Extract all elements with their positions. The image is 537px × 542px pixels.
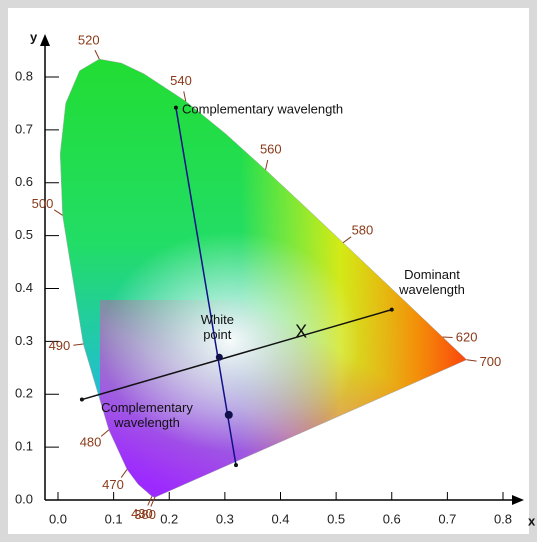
wavelength-label: 490 xyxy=(49,338,71,353)
wavelength-label: 520 xyxy=(78,33,100,48)
wavelength-label: 470 xyxy=(102,477,124,492)
x-tick-label: 0.6 xyxy=(383,511,401,526)
wavelength-label: 560 xyxy=(260,142,282,157)
y-arrow xyxy=(40,34,50,46)
dominant-line xyxy=(81,308,392,401)
wavelength-tick xyxy=(94,49,100,60)
dominant-label: Dominant wavelength xyxy=(398,267,465,297)
sample-point: X xyxy=(295,322,307,342)
wavelength-tick xyxy=(147,496,153,506)
wavelength-tick xyxy=(53,209,63,216)
wavelength-label: 620 xyxy=(456,330,478,345)
x-tick-label: 0.7 xyxy=(438,511,456,526)
x-axis-label: x xyxy=(528,513,536,528)
line-end xyxy=(389,307,394,312)
wavelength-tick xyxy=(150,497,156,507)
wavelength-label: 700 xyxy=(480,354,502,369)
y-axis-label: y xyxy=(30,29,38,44)
y-tick-label: 0.8 xyxy=(15,68,33,83)
wavelength-tick xyxy=(342,236,352,244)
y-tick-label: 0.5 xyxy=(15,227,33,242)
wavelength-tick xyxy=(442,336,453,339)
y-tick-label: 0.0 xyxy=(15,491,33,506)
wavelength-label: 540 xyxy=(170,73,192,88)
x-tick-label: 0.0 xyxy=(49,511,67,526)
wavelength-label: 480 xyxy=(80,434,102,449)
y-tick-label: 0.2 xyxy=(15,386,33,401)
line-end xyxy=(234,463,238,468)
y-tick-label: 0.6 xyxy=(15,174,33,189)
x-tick-label: 0.8 xyxy=(494,511,512,526)
complementary-top-label: Complementary wavelength xyxy=(182,101,343,116)
y-tick-label: 0.1 xyxy=(15,439,33,454)
y-tick-label: 0.3 xyxy=(15,333,33,348)
complementary-point xyxy=(224,410,233,419)
y-tick-label: 0.7 xyxy=(15,121,33,136)
wavelength-label: 500 xyxy=(32,196,54,211)
wavelength-label: 580 xyxy=(352,222,374,237)
x-arrow xyxy=(512,495,524,505)
wavelength-label: 380 xyxy=(134,507,156,522)
wavelength-tick xyxy=(120,469,128,478)
y-tick-label: 0.4 xyxy=(15,280,33,295)
x-tick-label: 0.3 xyxy=(216,511,234,526)
x-tick-label: 0.4 xyxy=(271,511,289,526)
x-tick-label: 0.5 xyxy=(327,511,345,526)
wavelength-label: 430 xyxy=(131,506,153,521)
white-point-label: White point xyxy=(201,313,234,343)
line-end xyxy=(79,397,84,402)
wavelength-tick xyxy=(183,91,187,102)
x-tick-label: 0.1 xyxy=(105,511,123,526)
wavelength-tick xyxy=(73,343,84,346)
line-end xyxy=(173,105,178,110)
white-point xyxy=(215,353,223,361)
gamut-white xyxy=(100,231,361,452)
wavelength-tick xyxy=(100,429,110,437)
spectral-locus xyxy=(59,58,468,498)
complementary-label: Complementary wavelength xyxy=(101,400,193,430)
complementary-line xyxy=(175,107,237,466)
x-tick-label: 0.2 xyxy=(160,511,178,526)
wavelength-tick xyxy=(466,359,477,362)
wavelength-tick xyxy=(265,159,269,170)
